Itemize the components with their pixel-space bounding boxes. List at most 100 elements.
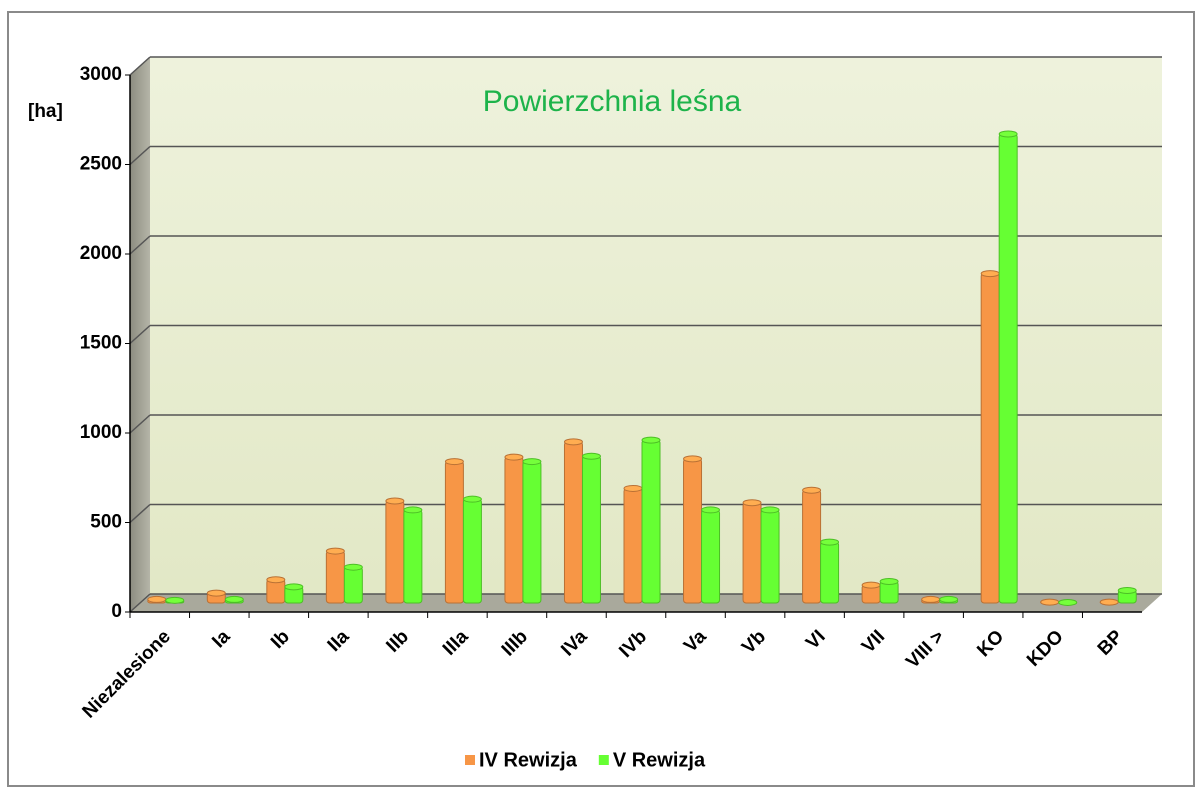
bar (563, 438, 583, 604)
bar-top (522, 458, 542, 466)
bar-body (444, 461, 464, 604)
bar-top (998, 130, 1018, 138)
bar-top (325, 547, 345, 555)
bar (522, 458, 542, 604)
bar (921, 595, 941, 604)
bar-body (403, 509, 423, 604)
bar-top (820, 538, 840, 546)
bar-top (623, 484, 643, 492)
bar-body (998, 133, 1018, 604)
bar-body (522, 461, 542, 604)
grid-line-side (129, 414, 151, 434)
bar-body (563, 441, 583, 604)
bar-top (760, 506, 780, 514)
bar (504, 453, 524, 604)
bar-body (462, 498, 482, 604)
bar (861, 581, 881, 604)
bar-top (147, 595, 167, 603)
bar-top (224, 595, 244, 603)
bar (147, 595, 167, 604)
y-tick-label: 1000 (80, 422, 122, 443)
y-tick-label: 3000 (80, 64, 122, 85)
legend-swatch (598, 755, 609, 765)
bar (343, 563, 363, 604)
bar-body (581, 455, 601, 604)
bar-body (623, 487, 643, 604)
bar (1117, 586, 1137, 604)
bar-body (641, 439, 661, 604)
bar-body (504, 456, 524, 604)
bar (462, 495, 482, 604)
bar (385, 497, 405, 604)
bar-top (861, 581, 881, 589)
chart-title: Powierzchnia leśna (483, 85, 742, 118)
bar-body (701, 509, 721, 604)
y-tick-label: 2500 (80, 154, 122, 175)
bar (879, 578, 899, 604)
y-tick-label: 1500 (80, 333, 122, 354)
bar (284, 583, 304, 604)
bar-top (921, 595, 941, 603)
bar (1099, 598, 1119, 606)
bar-top (641, 436, 661, 444)
bar-top (581, 452, 601, 460)
bar (760, 506, 780, 604)
bar-body (742, 502, 762, 604)
bar-body (802, 489, 822, 604)
bar-top (1058, 598, 1078, 606)
grid-line-side (129, 593, 151, 613)
bar (325, 547, 345, 604)
bar (623, 484, 643, 604)
bar (939, 595, 959, 604)
bar-body (325, 550, 345, 604)
y-tick-label: 0 (111, 601, 122, 622)
grid-line-side (129, 324, 151, 345)
legend-swatch (465, 755, 475, 765)
bar-top (1099, 598, 1119, 606)
bar-body (980, 273, 1000, 604)
legend-label: IV Rewizja (479, 749, 578, 771)
bar-top (563, 438, 583, 446)
grid-line-side (129, 503, 151, 524)
bar (165, 596, 185, 604)
grid-line-side (129, 145, 151, 166)
bar (998, 130, 1018, 604)
bar-top (462, 495, 482, 503)
bar-top (701, 506, 721, 514)
y-tick-label: 2000 (80, 243, 122, 264)
bar (1058, 598, 1078, 606)
bar (1040, 598, 1060, 606)
bar (980, 270, 1000, 604)
y-tick-label: 500 (90, 512, 122, 533)
bar-top (284, 583, 304, 591)
bar (820, 538, 840, 604)
bar-top (504, 453, 524, 461)
bar (683, 455, 703, 604)
bar-body (760, 509, 780, 604)
bar-top (939, 595, 959, 603)
bar-top (1040, 598, 1060, 606)
bar (742, 499, 762, 604)
bar-top (980, 270, 1000, 278)
bar (701, 506, 721, 604)
bar-top (742, 499, 762, 507)
bar (444, 458, 464, 604)
bar (581, 452, 601, 604)
bar-top (1117, 586, 1137, 594)
bar (641, 436, 661, 604)
grid-line-side (129, 235, 151, 255)
bar-top (165, 596, 185, 604)
bar-top (802, 486, 822, 494)
bar-body (385, 500, 405, 604)
bar-body (343, 566, 363, 604)
bar-top (266, 576, 286, 584)
bar-body (683, 458, 703, 604)
bar-top (385, 497, 405, 505)
bar-body (820, 541, 840, 604)
bar-top (206, 589, 226, 597)
grid-line-side (129, 56, 151, 76)
bar (224, 595, 244, 604)
legend-label: V Rewizja (613, 749, 706, 771)
bar-top (343, 563, 363, 571)
